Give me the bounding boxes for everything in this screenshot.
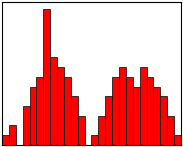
- Bar: [64, 77, 71, 145]
- Bar: [2, 135, 9, 145]
- Bar: [119, 67, 126, 145]
- Bar: [23, 106, 30, 145]
- Bar: [140, 67, 147, 145]
- Bar: [78, 116, 85, 145]
- Bar: [126, 77, 133, 145]
- Bar: [112, 77, 119, 145]
- Bar: [71, 96, 78, 145]
- Bar: [153, 87, 160, 145]
- Bar: [147, 77, 153, 145]
- Bar: [174, 135, 181, 145]
- Bar: [167, 116, 174, 145]
- Bar: [105, 96, 112, 145]
- Bar: [133, 87, 140, 145]
- Bar: [57, 67, 64, 145]
- Bar: [9, 126, 16, 145]
- Bar: [43, 9, 50, 145]
- Bar: [98, 116, 105, 145]
- Bar: [50, 57, 57, 145]
- Bar: [36, 77, 43, 145]
- Bar: [160, 96, 167, 145]
- Bar: [92, 135, 98, 145]
- Bar: [30, 87, 36, 145]
